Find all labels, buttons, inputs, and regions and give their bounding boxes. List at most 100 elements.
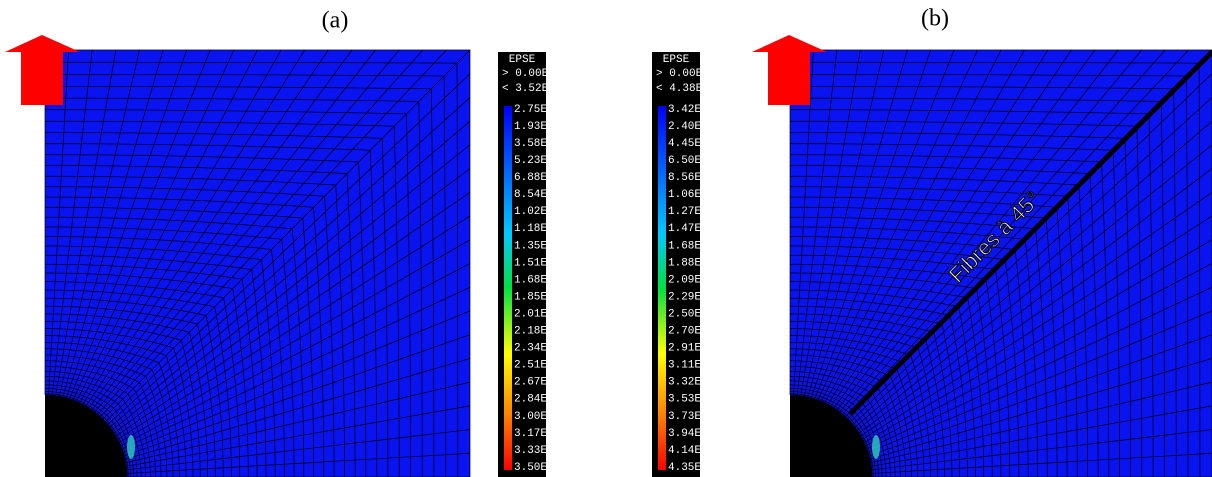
mesh-line	[48, 49, 69, 396]
panel-label: (b)	[921, 6, 949, 32]
mesh-line	[44, 236, 285, 477]
mesh-line	[123, 310, 471, 453]
color-scale	[658, 106, 666, 470]
legend-level: 3.53E-02	[668, 394, 721, 406]
mesh-line	[839, 49, 1142, 413]
mesh-line	[793, 49, 814, 396]
mesh-line	[44, 263, 258, 477]
mesh-line	[852, 97, 1212, 425]
mesh-line	[82, 49, 306, 405]
mesh-line	[866, 286, 1212, 450]
mesh-line	[107, 97, 471, 425]
legend-level: 3.42E-04	[668, 104, 721, 116]
load-arrow	[5, 35, 80, 105]
mesh-line	[44, 348, 174, 477]
mesh-line	[65, 49, 187, 398]
legend-level: 6.88E-03	[514, 172, 567, 184]
panel-b: (b) EPSE > 0.00E+00 < 4.38E-02 3.42E-04 2.40E…	[652, 6, 1212, 477]
mesh-line	[100, 49, 447, 417]
legend-level: 2.67E-02	[514, 377, 567, 389]
mesh-line	[44, 175, 345, 477]
mesh-line	[44, 328, 194, 477]
mesh-line	[789, 393, 874, 477]
mesh-line	[830, 49, 1072, 407]
mesh-line	[44, 109, 411, 477]
legend-level: 2.84E-02	[514, 394, 567, 406]
mesh-line	[69, 49, 211, 399]
mesh-line	[827, 49, 1049, 405]
mesh-line	[854, 120, 1212, 428]
legend-level: 2.51E-02	[514, 360, 567, 372]
mesh-line	[871, 429, 1212, 471]
mesh-line	[860, 192, 1212, 437]
mesh-line	[44, 354, 168, 477]
mesh-line	[858, 168, 1212, 434]
mesh-line	[836, 49, 1119, 411]
mesh-line	[810, 49, 931, 398]
mesh-line	[44, 391, 131, 477]
mesh-line	[44, 335, 187, 477]
legend-level: 2.50E-02	[668, 308, 721, 320]
mesh-line	[44, 196, 325, 477]
mesh-line	[117, 215, 471, 440]
panel-label: (a)	[322, 8, 349, 34]
mesh-line	[44, 360, 162, 477]
mesh-line	[871, 405, 1212, 467]
legend-level: 5.23E-03	[514, 155, 567, 167]
legend-level: 1.27E-02	[668, 206, 721, 218]
legend-level: 1.35E-02	[514, 240, 567, 252]
mesh-line	[85, 49, 329, 407]
mesh-line	[817, 49, 978, 401]
mesh-line	[856, 144, 1212, 431]
mesh-line	[124, 358, 471, 460]
mesh-line	[76, 49, 258, 402]
mesh-line	[44, 165, 356, 477]
mesh-line	[121, 286, 471, 450]
mesh-line	[800, 49, 861, 396]
mesh-line	[870, 381, 1212, 464]
legend-level: 3.00E-02	[514, 411, 567, 423]
mesh-line	[44, 313, 208, 477]
mesh-line	[58, 49, 140, 397]
legend-level: 1.93E-03	[514, 121, 567, 133]
mesh-line	[102, 49, 471, 420]
mesh-line	[51, 49, 93, 396]
mesh-line	[111, 144, 471, 431]
legend-title: EPSE	[509, 54, 536, 66]
legend-level: 3.33E-02	[514, 445, 567, 457]
legend-level: 2.29E-02	[668, 291, 721, 303]
legend-level: 1.88E-02	[668, 257, 721, 269]
fiber-line	[848, 50, 1212, 416]
mesh-line	[803, 49, 885, 397]
load-arrow	[752, 35, 827, 105]
strain-spot	[127, 435, 135, 459]
mesh-line	[105, 73, 471, 422]
legend-level: 3.50E-02	[514, 462, 567, 474]
mesh-line	[79, 49, 282, 403]
mesh-line	[44, 61, 459, 477]
mesh-line	[44, 73, 447, 477]
mesh-line	[44, 297, 224, 477]
mesh-line	[44, 97, 423, 477]
mesh-line	[869, 334, 1212, 457]
legend-level: 1.47E-02	[668, 223, 721, 235]
mesh-line	[126, 429, 471, 471]
mesh-line	[864, 239, 1212, 443]
legend-max: > 0.00E+00	[502, 68, 568, 80]
mesh-line	[45, 49, 471, 477]
mesh-line	[125, 381, 471, 464]
legend-level: 1.18E-02	[514, 223, 567, 235]
legend-level: 2.91E-02	[668, 343, 721, 355]
legend-level: 3.73E-02	[668, 411, 721, 423]
legend-level: 2.01E-02	[514, 308, 567, 320]
mesh-line	[842, 49, 1166, 415]
mesh-line	[44, 85, 435, 477]
mesh-line	[113, 168, 471, 434]
mesh-line	[865, 263, 1212, 446]
mesh-line	[126, 452, 471, 474]
mesh-line	[62, 49, 164, 398]
mesh-line	[88, 49, 353, 409]
mesh-line	[44, 132, 389, 477]
mesh-line	[44, 154, 367, 477]
mesh-line	[44, 365, 156, 477]
